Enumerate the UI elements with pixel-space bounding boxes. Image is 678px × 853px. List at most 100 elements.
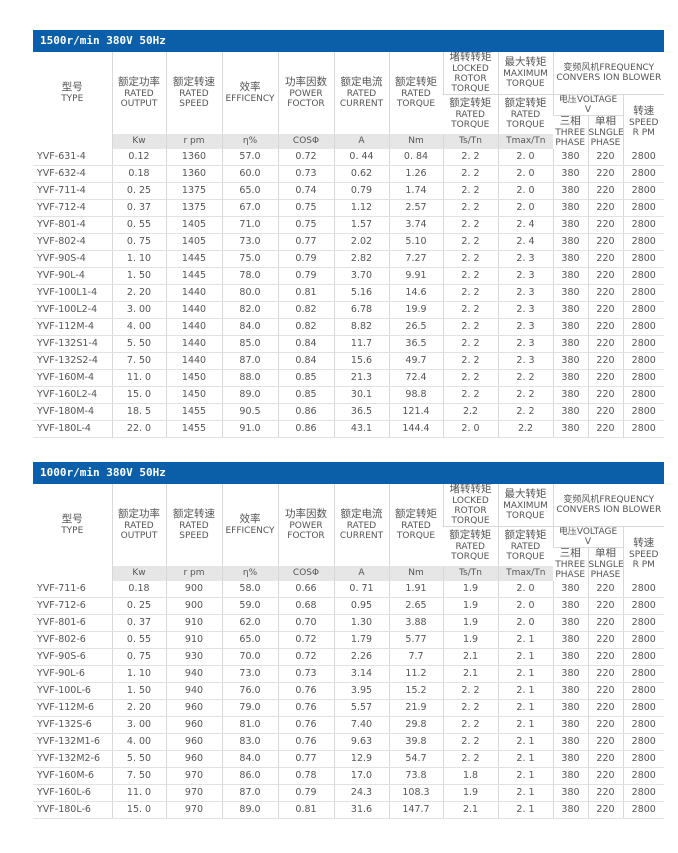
table-cell: 83.0 — [221, 733, 278, 751]
table-cell: 2. 1 — [497, 699, 553, 717]
table-cell: 380 — [552, 801, 588, 819]
table-cell: 24.3 — [333, 784, 389, 802]
table-cell: 11.2 — [388, 665, 443, 683]
table-cell: 0. 75 — [111, 233, 166, 251]
table-cell: 2. 3 — [497, 267, 553, 285]
header-blower: 变频风机FREQUENCY CONVERS ION BLOWER — [552, 484, 665, 527]
table-cell: 2. 2 — [442, 352, 498, 370]
table-cell: 0.86 — [277, 420, 334, 438]
table-cell: 1.91 — [388, 580, 443, 598]
table-cell: 2. 2 — [442, 216, 498, 234]
table-cell: 2.02 — [333, 233, 389, 251]
table-cell: 0.18 — [111, 165, 166, 183]
table-cell: 0. 75 — [111, 648, 166, 666]
header-locked-rated: 额定转矩 RATED TORQUE — [443, 526, 498, 566]
table-cell: 3.14 — [333, 665, 389, 683]
table-cell: 2800 — [622, 682, 665, 700]
table-cell: 0.84 — [277, 352, 334, 370]
table-cell: 2. 0 — [497, 148, 553, 166]
table-cell: 220 — [587, 301, 623, 319]
table-cell: 2. 2 — [442, 386, 498, 404]
table-cell: 380 — [552, 386, 588, 404]
table-cell: 2.1 — [442, 665, 498, 683]
table-cell: 0.73 — [277, 665, 334, 683]
table-cell: 1.74 — [388, 182, 443, 200]
table-title: 1000r/min 380V 50Hz — [33, 462, 664, 484]
table-cell: 2. 2 — [442, 750, 498, 768]
header-current: 额定电流 RATED CURRENT — [333, 52, 389, 134]
table-cell: YVF-160L-6 — [33, 784, 112, 802]
table-row: YVF-712-6 0. 25 900 59.0 0.68 0.95 2.65 1.9 2. 0… — [33, 597, 665, 615]
table-cell: 0.86 — [277, 403, 334, 421]
unit-label: η% — [221, 565, 278, 581]
table-cell: 58.0 — [221, 580, 278, 598]
table-cell: 2. 1 — [497, 631, 553, 649]
table-cell: 2. 1 — [497, 750, 553, 768]
table-row: YVF-802-4 0. 75 1405 73.0 0.77 2.02 5.10 2. 2 2.… — [33, 233, 665, 251]
table-cell: 1375 — [165, 199, 222, 217]
table-cell: 5.16 — [333, 284, 389, 302]
table-cell: 15. 0 — [111, 386, 166, 404]
table-cell: 2800 — [622, 352, 665, 370]
table-cell: 7.7 — [388, 648, 443, 666]
table-row: YVF-160M-6 7. 50 970 86.0 0.78 17.0 73.8 1.8 2. … — [33, 767, 665, 785]
table-cell: 87.0 — [221, 352, 278, 370]
header-max-rated: 额定转矩 RATED TORQUE — [497, 94, 553, 134]
table-cell: 2.2 — [497, 420, 553, 438]
table-cell: 0.70 — [277, 614, 334, 632]
table-cell: 31.6 — [333, 801, 389, 819]
table-cell: 960 — [165, 716, 222, 734]
table-cell: 1.30 — [333, 614, 389, 632]
table-cell: 940 — [165, 665, 222, 683]
table-cell: 3.95 — [333, 682, 389, 700]
table-cell: 43.1 — [333, 420, 389, 438]
table-cell: 1360 — [165, 165, 222, 183]
unit-label: A — [333, 565, 389, 581]
table-cell: 3. 00 — [111, 301, 166, 319]
table-cell: 59.0 — [221, 597, 278, 615]
table-cell: 22. 0 — [111, 420, 166, 438]
table-cell: 2. 2 — [497, 369, 553, 387]
table-cell: 2.57 — [388, 199, 443, 217]
header-pf: 功率因数 POWER FOCTOR — [277, 484, 334, 566]
table-cell: 26.5 — [388, 318, 443, 336]
table-cell: 0.85 — [277, 386, 334, 404]
header-eff: 效率 EFFICENCY — [221, 52, 278, 134]
table-cell: 72.4 — [388, 369, 443, 387]
table-cell: 2. 3 — [497, 318, 553, 336]
table-cell: 78.0 — [221, 267, 278, 285]
table-cell: 1455 — [165, 420, 222, 438]
table-cell: 940 — [165, 682, 222, 700]
table-cell: 380 — [552, 352, 588, 370]
table-cell: 0.75 — [277, 199, 334, 217]
table-cell: 2. 2 — [442, 165, 498, 183]
table-cell: 88.0 — [221, 369, 278, 387]
table-row: YVF-90S-4 1. 10 1445 75.0 0.79 2.82 7.27 2. 2 2.… — [33, 250, 665, 268]
table-cell: YVF-802-6 — [33, 631, 112, 649]
table-row: YVF-132S2-4 7. 50 1440 87.0 0.84 15.6 49.7 2. 2… — [33, 352, 665, 370]
table-cell: YVF-132M2-6 — [33, 750, 112, 768]
table-cell: 57.0 — [221, 148, 278, 166]
table-cell: 0.82 — [277, 318, 334, 336]
table-row: YVF-100L2-4 3. 00 1440 82.0 0.82 6.78 19.9 2. 2… — [33, 301, 665, 319]
table-row: YVF-711-6 0.18 900 58.0 0.66 0. 71 1.91 1.9 2. 0… — [33, 580, 665, 598]
table-cell: 5. 50 — [111, 335, 166, 353]
table-row: YVF-160L2-4 15. 0 1450 89.0 0.85 30.1 98.8 2. 2… — [33, 386, 665, 404]
table-cell: 220 — [587, 420, 623, 438]
table-cell: 4. 00 — [111, 733, 166, 751]
table-cell: 380 — [552, 784, 588, 802]
table-cell: 2. 1 — [497, 682, 553, 700]
table-cell: 1.9 — [442, 631, 498, 649]
table-cell: 2800 — [622, 580, 665, 598]
table-cell: 220 — [587, 784, 623, 802]
table-cell: 19.9 — [388, 301, 443, 319]
header-torque: 额定转矩 RATED TORQUE — [388, 52, 443, 134]
table-cell: YVF-160L2-4 — [33, 386, 112, 404]
table-cell: YVF-112M-6 — [33, 699, 112, 717]
table-cell: 220 — [587, 580, 623, 598]
header-output: 额定功率 RATED OUTPUT — [111, 52, 166, 134]
table-cell: 11.7 — [333, 335, 389, 353]
table-cell: 970 — [165, 767, 222, 785]
